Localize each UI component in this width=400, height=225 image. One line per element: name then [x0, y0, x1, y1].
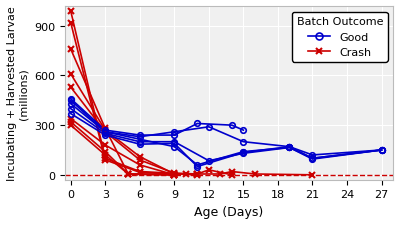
Y-axis label: Incubating + Harvested Larvae
(millions): Incubating + Harvested Larvae (millions) [7, 7, 28, 180]
Legend: Good, Crash: Good, Crash [292, 12, 388, 62]
X-axis label: Age (Days): Age (Days) [194, 205, 264, 218]
